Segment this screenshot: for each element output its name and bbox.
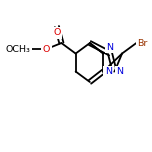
Text: N: N <box>116 67 123 76</box>
Text: N: N <box>107 43 114 52</box>
Text: O: O <box>53 28 61 37</box>
Text: O: O <box>43 45 50 54</box>
Text: OCH₃: OCH₃ <box>6 45 31 54</box>
Text: N: N <box>105 67 112 76</box>
Text: Br: Br <box>137 39 148 48</box>
